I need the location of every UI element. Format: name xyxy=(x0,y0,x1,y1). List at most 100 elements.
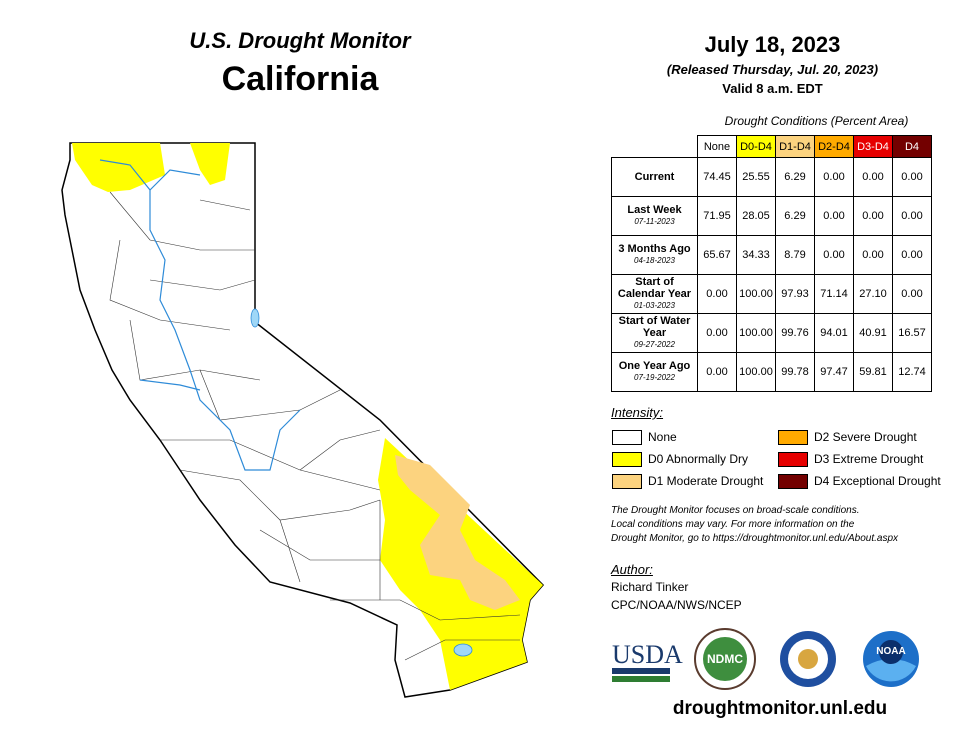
table-caption: Drought Conditions (Percent Area) xyxy=(724,114,909,128)
cell: 74.45 xyxy=(697,157,737,197)
row-label-cell: Current xyxy=(611,157,698,197)
cell: 25.55 xyxy=(736,157,776,197)
row-label: Start of Water Year xyxy=(618,315,691,339)
valid: Valid 8 a.m. EDT xyxy=(722,81,823,96)
column-header: D0-D4 xyxy=(736,135,776,158)
cell: 59.81 xyxy=(853,352,893,392)
legend-label: D2 Severe Drought xyxy=(814,430,917,444)
row-label-cell: 3 Months Ago 04-18-2023 xyxy=(611,235,698,275)
row-label: Current xyxy=(634,171,675,183)
table-row: One Year Ago 07-19-2022 0.00 100.00 99.78 97.… xyxy=(611,352,932,392)
cell: 27.10 xyxy=(853,274,893,314)
column-header: D2-D4 xyxy=(814,135,854,158)
cell: 0.00 xyxy=(892,235,932,275)
cell: 0.00 xyxy=(697,352,737,392)
rivers xyxy=(99,159,301,471)
cell: 12.74 xyxy=(892,352,932,392)
column-header: D1-D4 xyxy=(775,135,815,158)
cell: 0.00 xyxy=(853,235,893,275)
cell: 0.00 xyxy=(892,157,932,197)
column-header: None xyxy=(697,135,737,158)
d1-southeast xyxy=(395,455,520,610)
usda-stripes xyxy=(612,668,670,682)
column-header: D3-D4 xyxy=(853,135,893,158)
row-label-cell: Start of Calendar Year 01-03-2023 xyxy=(611,274,698,314)
cell: 99.76 xyxy=(775,313,815,353)
doc-seal xyxy=(780,631,836,687)
note-line: Drought Monitor, go to https://droughtmo… xyxy=(611,533,899,544)
cell: 0.00 xyxy=(892,274,932,314)
legend-label: D0 Abnormally Dry xyxy=(648,452,749,466)
row-date: 01-03-2023 xyxy=(634,301,675,310)
cell: 0.00 xyxy=(697,313,737,353)
table-row: Current 74.45 25.55 6.29 0.00 0.00 0.00 xyxy=(611,157,932,197)
row-label: Last Week xyxy=(627,204,682,216)
cell: 0.00 xyxy=(853,196,893,236)
table-row: 3 Months Ago 04-18-2023 65.67 34.33 8.79 0.00… xyxy=(611,235,932,275)
cell: 100.00 xyxy=(736,352,776,392)
row-label-cell: Last Week 07-11-2023 xyxy=(611,196,698,236)
header-row: None D0-D4 D1-D4 D2-D4 D3-D4 D4 xyxy=(612,135,932,158)
cell: 16.57 xyxy=(892,313,932,353)
cell: 34.33 xyxy=(736,235,776,275)
cell: 94.01 xyxy=(814,313,854,353)
row-date: 09-27-2022 xyxy=(634,340,675,349)
cell: 0.00 xyxy=(814,157,854,197)
ndmc-text: NDMC xyxy=(707,652,743,666)
usda-logo: USDA xyxy=(612,640,683,669)
row-label: One Year Ago xyxy=(618,360,691,372)
table-row: Start of Calendar Year 01-03-2023 0.00 100.… xyxy=(611,274,932,314)
lakes xyxy=(250,308,473,657)
ndmc-logo xyxy=(694,628,756,690)
legend-label: D1 Moderate Drought xyxy=(648,474,764,488)
cell: 65.67 xyxy=(697,235,737,275)
row-date: 04-18-2023 xyxy=(634,256,675,265)
table-row: Start of Water Year 09-27-2022 0.00 100.00 9… xyxy=(611,313,932,353)
legend-swatch xyxy=(612,452,642,467)
cell: 97.47 xyxy=(814,352,854,392)
legend-swatch xyxy=(612,430,642,445)
cell: 6.29 xyxy=(775,196,815,236)
cell: 0.00 xyxy=(892,196,932,236)
cell: 0.00 xyxy=(697,274,737,314)
row-label-cell: One Year Ago 07-19-2022 xyxy=(611,352,698,392)
url: droughtmonitor.unl.edu xyxy=(672,698,888,719)
cell: 40.91 xyxy=(853,313,893,353)
map xyxy=(61,142,545,698)
author-label: Author: xyxy=(611,562,653,577)
cell: 0.00 xyxy=(853,157,893,197)
county-lines xyxy=(109,191,521,661)
legend-swatch xyxy=(778,474,808,489)
legend-label: D3 Extreme Drought xyxy=(814,452,924,466)
legend-swatch xyxy=(778,452,808,467)
cell: 71.14 xyxy=(814,274,854,314)
cell: 97.93 xyxy=(775,274,815,314)
legend-label: D4 Exceptional Drought xyxy=(814,474,941,488)
legend-title: Intensity: xyxy=(611,405,664,420)
corner xyxy=(612,136,698,158)
legend-label: None xyxy=(648,430,677,444)
note-line: The Drought Monitor focuses on broad-sca… xyxy=(611,505,860,516)
d0-northeast xyxy=(190,143,230,185)
cell: 6.29 xyxy=(775,157,815,197)
row-date: 07-11-2023 xyxy=(634,217,675,226)
cell: 28.05 xyxy=(736,196,776,236)
row-label: 3 Months Ago xyxy=(618,243,691,255)
row-label: Start of Calendar Year xyxy=(617,276,692,300)
row-date: 07-19-2022 xyxy=(634,373,675,382)
legend-swatch xyxy=(612,474,642,489)
cell: 0.00 xyxy=(814,196,854,236)
state-name: California xyxy=(221,60,379,98)
cell: 100.00 xyxy=(736,274,776,314)
note-line: Local conditions may vary. For more info… xyxy=(611,519,855,530)
noaa-logo xyxy=(863,631,919,687)
cell: 100.00 xyxy=(736,313,776,353)
cell: 8.79 xyxy=(775,235,815,275)
table-row: Last Week 07-11-2023 71.95 28.05 6.29 0.00 0.0… xyxy=(611,196,932,236)
title: U.S. Drought Monitor xyxy=(189,28,411,53)
column-header: D4 xyxy=(892,135,932,158)
date: July 18, 2023 xyxy=(704,32,841,57)
author-name: Richard Tinker xyxy=(611,580,689,594)
cell: 71.95 xyxy=(697,196,737,236)
